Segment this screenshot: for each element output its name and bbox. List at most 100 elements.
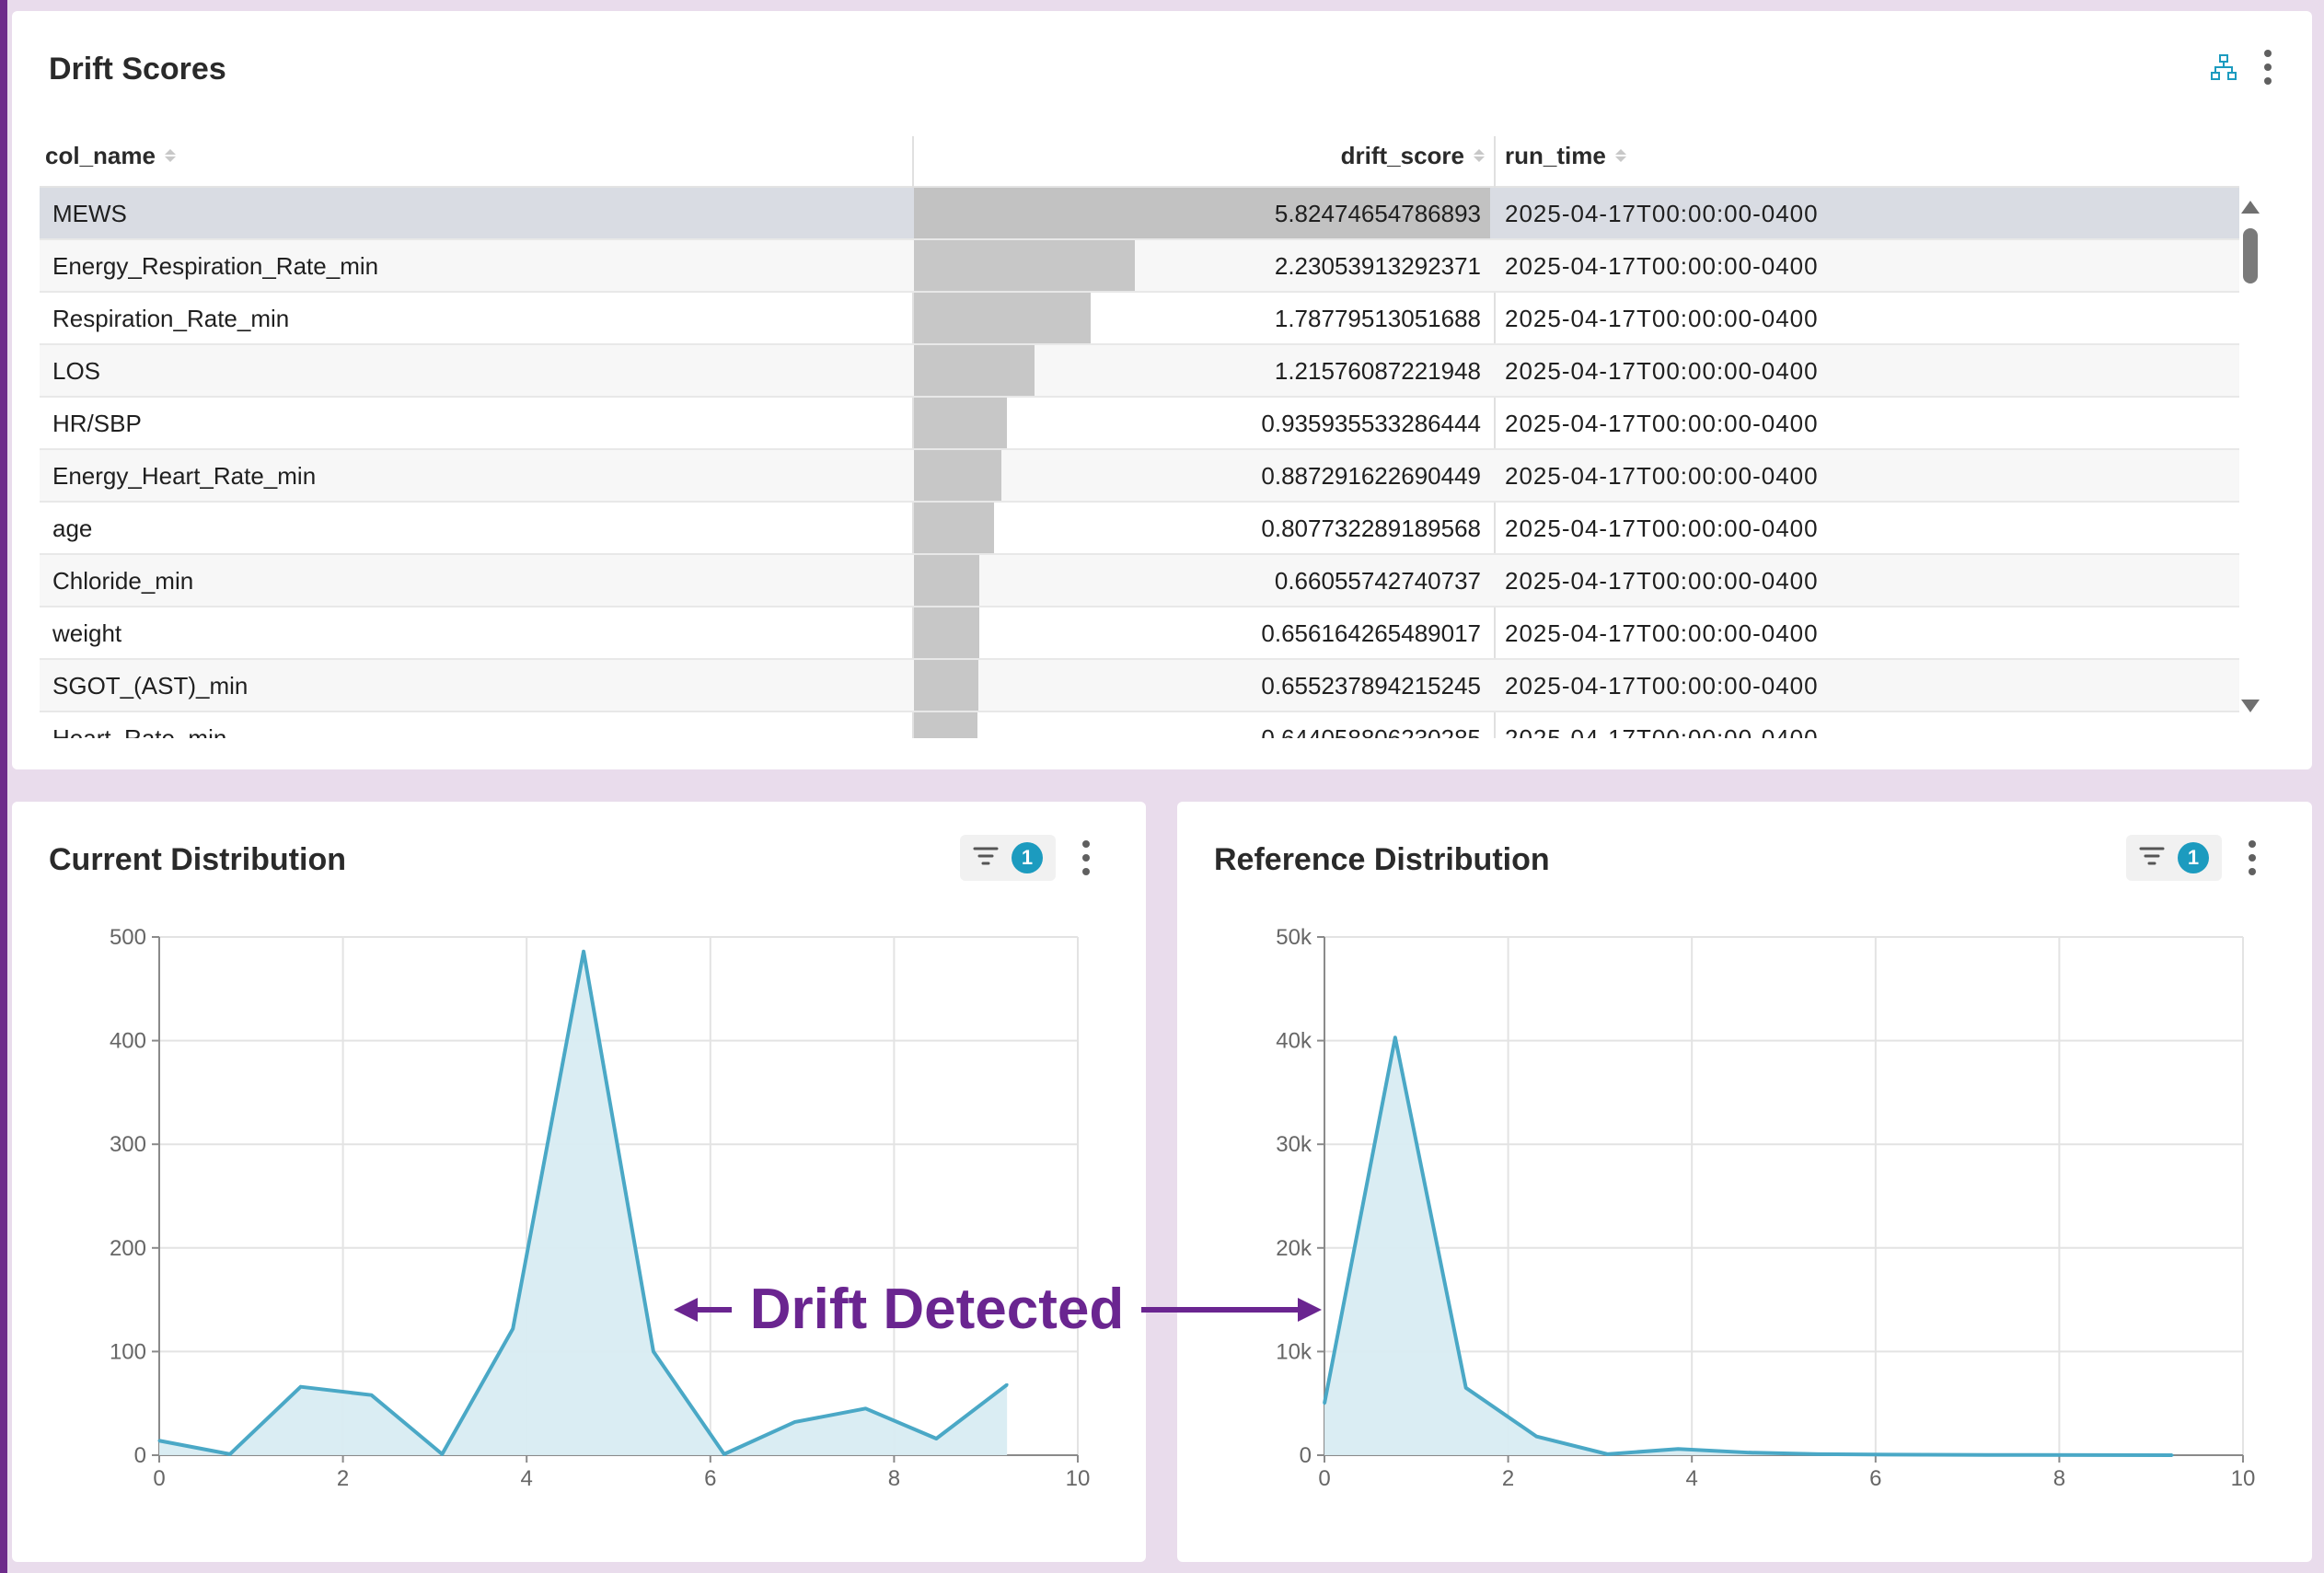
reference-data-point: [2099, 1453, 2103, 1457]
table-row[interactable]: weight 0.656164265489017 2025-04-17T00:00:…: [40, 607, 2239, 660]
current-y-tick-label: 100: [110, 1339, 146, 1364]
table-row[interactable]: MEWS 5.82474654786893 2025-04-17T00:00:00-…: [40, 188, 2239, 240]
current-x-tick-label: 10: [1066, 1466, 1091, 1491]
reference-y-tick-label: 50k: [1276, 925, 1312, 950]
reference-filter-button[interactable]: 1: [2126, 835, 2222, 881]
reference-distribution-menu-icon[interactable]: [2248, 840, 2257, 875]
reference-x-tick-label: 2: [1502, 1466, 1514, 1491]
current-distribution-menu-icon[interactable]: [1081, 840, 1091, 875]
reference-distribution-title: Reference Distribution: [1214, 842, 1550, 877]
drift-score-cell: 0.656164265489017: [1261, 619, 1481, 647]
current-data-point: [299, 1385, 303, 1389]
current-distribution-tools: 1: [960, 835, 1091, 881]
drift-score-bar: [914, 503, 994, 553]
table-body: MEWS 5.82474654786893 2025-04-17T00:00:00-…: [40, 188, 2239, 738]
run-time-cell: 2025-04-17T00:00:00-0400: [1505, 410, 1819, 437]
sort-icon[interactable]: [164, 149, 176, 162]
current-data-point: [582, 950, 585, 954]
reference-x-tick-label: 0: [1318, 1466, 1330, 1491]
current-area-fill: [159, 951, 1008, 1455]
left-accent-rule: [0, 0, 7, 1573]
run-time-cell: 2025-04-17T00:00:00-0400: [1505, 672, 1819, 700]
col-name-cell: Heart_Rate_min: [52, 724, 227, 738]
current-data-point: [723, 1452, 726, 1456]
run-time-cell: 2025-04-17T00:00:00-0400: [1505, 567, 1819, 595]
reference-y-tick-label: 30k: [1276, 1132, 1312, 1157]
table-row[interactable]: Energy_Heart_Rate_min 0.887291622690449 20…: [40, 450, 2239, 503]
reference-data-point: [1959, 1453, 1962, 1457]
drift-score-bar: [914, 660, 979, 711]
reference-distribution-chart: 0 2 4 6 8 10 0 10k 20k 30k 40k 50k: [1276, 925, 2256, 1491]
current-data-point: [370, 1394, 374, 1397]
reference-data-point: [1323, 1402, 1326, 1405]
current-y-tick-label: 0: [134, 1443, 146, 1468]
current-data-point: [228, 1452, 232, 1456]
table-row[interactable]: Chloride_min 0.66055742740737 2025-04-17T0…: [40, 555, 2239, 607]
col-name-cell: weight: [52, 619, 122, 647]
table-row[interactable]: SGOT_(AST)_min 0.655237894215245 2025-04-1…: [40, 660, 2239, 712]
current-y-tick-label: 200: [110, 1236, 146, 1261]
current-x-tick-label: 6: [704, 1466, 716, 1491]
reference-x-tick-label: 10: [2231, 1466, 2256, 1491]
drift-score-bar-cell: [914, 712, 1492, 738]
reference-data-point: [1393, 1035, 1397, 1039]
run-time-cell: 2025-04-17T00:00:00-0400: [1505, 252, 1819, 280]
scrollbar-thumb[interactable]: [2243, 228, 2258, 283]
run-time-cell: 2025-04-17T00:00:00-0400: [1505, 515, 1819, 542]
current-data-point: [652, 1349, 655, 1353]
sort-icon[interactable]: [1614, 149, 1626, 162]
current-y-tick-label: 500: [110, 925, 146, 950]
reference-data-point: [1747, 1451, 1751, 1454]
table-row[interactable]: age 0.807732289189568 2025-04-17T00:00:00-…: [40, 503, 2239, 555]
col-name-cell: Chloride_min: [52, 567, 194, 595]
current-x-tick-label: 8: [888, 1466, 900, 1491]
filter-count-badge: 1: [1012, 842, 1043, 873]
drift-score-cell: 2.23053913292371: [1274, 252, 1481, 280]
drift-scores-panel: Drift Scores col_name drift_score run_ti…: [12, 11, 2312, 769]
table-row[interactable]: HR/SBP 0.935935533286444 2025-04-17T00:00:…: [40, 398, 2239, 450]
run-time-cell: 2025-04-17T00:00:00-0400: [1505, 357, 1819, 385]
table-row[interactable]: Heart_Rate_min 0.644058806230285 2025-04-1…: [40, 712, 2239, 738]
col-name-header[interactable]: col_name: [45, 123, 176, 188]
hierarchy-icon[interactable]: [2210, 53, 2237, 81]
current-y-tick-label: 300: [110, 1132, 146, 1157]
run-time-cell: 2025-04-17T00:00:00-0400: [1505, 462, 1819, 490]
scroll-down-icon[interactable]: [2241, 700, 2260, 712]
drift-score-bar-cell: [914, 398, 1492, 450]
current-x-tick-label: 2: [337, 1466, 349, 1491]
run-time-header[interactable]: run_time: [1505, 123, 1626, 188]
sort-icon[interactable]: [1474, 149, 1485, 162]
drift-score-bar: [914, 398, 1007, 448]
table-scrollbar[interactable]: [2239, 191, 2261, 725]
drift-score-cell: 1.21576087221948: [1274, 357, 1481, 385]
table-row[interactable]: LOS 1.21576087221948 2025-04-17T00:00:00-0…: [40, 345, 2239, 398]
filter-count-badge: 1: [2178, 842, 2209, 873]
drift-scores-title: Drift Scores: [49, 52, 226, 87]
reference-x-tick-label: 8: [2053, 1466, 2065, 1491]
reference-y-tick-label: 0: [1300, 1443, 1312, 1468]
drift-scores-menu-icon[interactable]: [2263, 50, 2272, 85]
filter-icon: [2139, 846, 2165, 871]
current-x-tick-label: 4: [521, 1466, 533, 1491]
table-header: col_name drift_score run_time: [40, 123, 2239, 188]
reference-y-tick-label: 20k: [1276, 1236, 1312, 1261]
filter-icon: [973, 846, 999, 871]
drift-score-bar: [914, 240, 1135, 291]
reference-data-point: [2170, 1453, 2174, 1457]
drift-score-bar-cell: [914, 503, 1492, 555]
reference-y-tick-label: 40k: [1276, 1029, 1312, 1054]
drift-score-cell: 1.78779513051688: [1274, 305, 1481, 332]
current-distribution-title: Current Distribution: [49, 842, 346, 877]
table-row[interactable]: Energy_Respiration_Rate_min 2.23053913292…: [40, 240, 2239, 293]
reference-x-tick-label: 4: [1686, 1466, 1698, 1491]
current-y-tick-label: 400: [110, 1029, 146, 1054]
drift-score-cell: 0.807732289189568: [1261, 515, 1481, 542]
drift-score-bar: [914, 345, 1035, 396]
current-filter-button[interactable]: 1: [960, 835, 1056, 881]
reference-data-point: [1535, 1435, 1539, 1439]
drift-score-bar-cell: [914, 450, 1492, 503]
scroll-up-icon[interactable]: [2241, 201, 2260, 214]
table-row[interactable]: Respiration_Rate_min 1.78779513051688 2025…: [40, 293, 2239, 345]
drift-score-header[interactable]: drift_score: [1341, 123, 1485, 188]
